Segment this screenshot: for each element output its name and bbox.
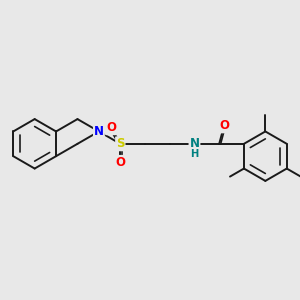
Text: O: O (219, 119, 229, 132)
Text: O: O (106, 121, 116, 134)
Text: N: N (94, 125, 104, 138)
Text: O: O (115, 156, 125, 169)
Text: N: N (190, 137, 200, 150)
Text: H: H (190, 149, 199, 159)
Text: S: S (116, 137, 124, 150)
